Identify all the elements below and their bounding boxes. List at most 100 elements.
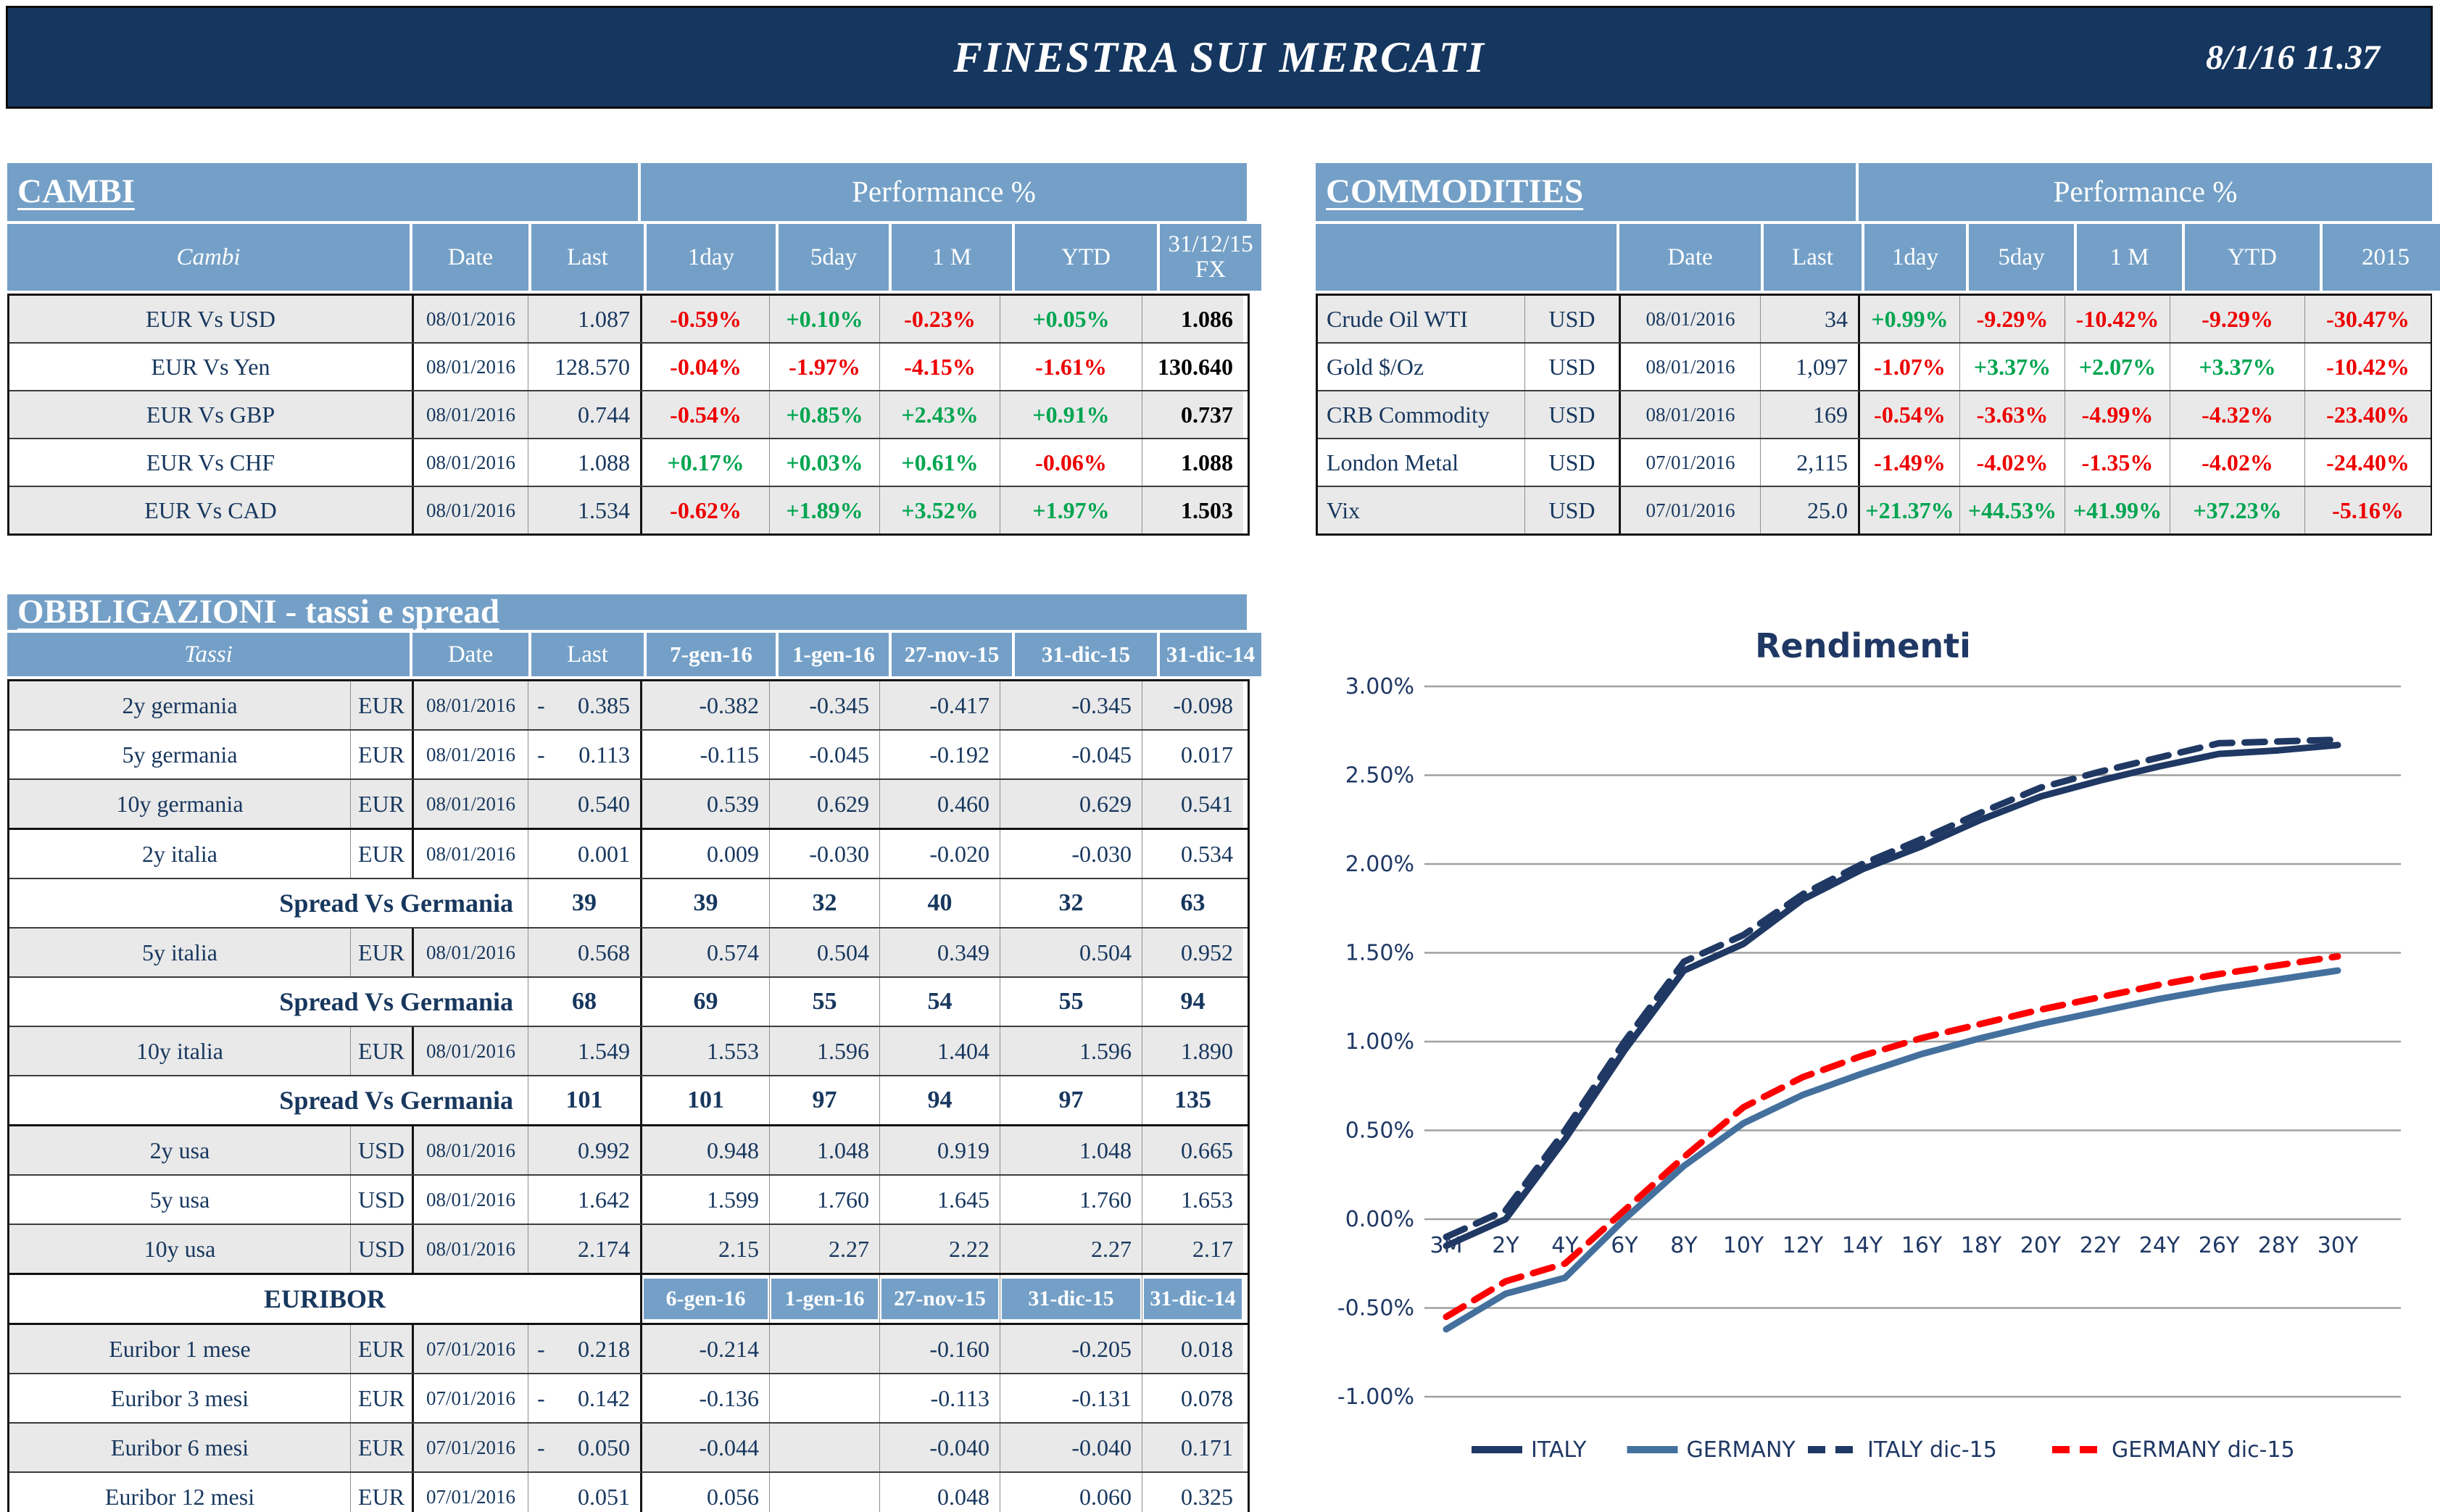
- commodity-last: 34: [1760, 296, 1858, 342]
- bond-val-3: -0.205: [1000, 1325, 1142, 1374]
- cambi-pair-name: EUR Vs CHF: [9, 439, 412, 486]
- cambi-pair-name: EUR Vs CAD: [9, 487, 412, 533]
- cambi-table: CAMBI Performance % Cambi Date Last 1day 5da…: [7, 163, 1261, 536]
- bond-name: 5y italia: [9, 929, 350, 977]
- commodity-date: 08/01/2016: [1619, 296, 1760, 342]
- bond-val-1: 0.629: [769, 780, 879, 828]
- bond-currency: EUR: [350, 780, 412, 828]
- cambi-col-header-3: 1day: [647, 224, 776, 291]
- spread-val-3: 97: [1000, 1076, 1142, 1125]
- bond-last: - 0.113: [528, 731, 640, 779]
- spread-row: Spread Vs Germania 101 101 97 94 97 135: [9, 1075, 1248, 1125]
- bond-val-2: 0.048: [879, 1473, 1000, 1512]
- series-line-germany: [1443, 967, 2341, 1333]
- bond-val-2: -0.020: [879, 830, 1000, 878]
- bond-val-4: 0.017: [1142, 731, 1243, 779]
- commodities-row: Vix USD 07/01/2016 25.0 +21.37% +44.53% +41.99…: [1318, 486, 2431, 533]
- bond-val-2: 0.460: [879, 780, 1000, 828]
- bond-currency: EUR: [350, 1424, 412, 1472]
- commodity-perf-1: -4.02%: [1959, 439, 2065, 486]
- spread-label: Spread Vs Germania: [9, 1076, 528, 1125]
- cambi-perf-3: +0.05%: [1000, 296, 1142, 342]
- cambi-fx: 1.503: [1142, 487, 1243, 533]
- bond-val-0: -0.382: [640, 681, 769, 730]
- cambi-perf-2: +0.61%: [879, 439, 1000, 486]
- commodity-perf-0: +21.37%: [1858, 487, 1959, 533]
- bond-val-1: [769, 1473, 879, 1512]
- legend-label: GERMANY dic-15: [2112, 1437, 2295, 1463]
- bond-val-0: 1.553: [640, 1027, 769, 1076]
- commodity-last: 169: [1760, 391, 1858, 438]
- bonds-col-header-last: Last: [531, 633, 644, 677]
- bond-last-value: 0.050: [578, 1434, 630, 1461]
- bond-name: 2y italia: [9, 830, 350, 878]
- bond-name: Euribor 1 mese: [9, 1325, 350, 1374]
- bond-val-2: 2.22: [879, 1225, 1000, 1274]
- cambi-perf-1: +1.89%: [769, 487, 879, 533]
- bond-last: 0.992: [528, 1126, 640, 1175]
- euribor-col-header-1: 1-gen-16: [769, 1275, 879, 1324]
- cambi-col-header-7: 31/12/15 FX: [1160, 224, 1261, 291]
- bond-last: - 0.142: [528, 1374, 640, 1423]
- bonds-col-header-4: 31-dic-14: [1160, 633, 1261, 677]
- cambi-perf-1: +0.10%: [769, 296, 879, 342]
- commodity-perf-2: -1.35%: [2065, 439, 2170, 486]
- bond-date: 08/01/2016: [412, 780, 528, 828]
- cambi-row: EUR Vs CHF 08/01/2016 1.088 +0.17% +0.03% +0.…: [9, 438, 1248, 486]
- bond-last-value: 1.549: [578, 1037, 630, 1064]
- commodity-date: 08/01/2016: [1619, 344, 1760, 390]
- bond-last-sign: -: [537, 1434, 545, 1461]
- commodities-col-header-7: 2015: [2323, 224, 2440, 291]
- commodity-perf-3: -9.29%: [2170, 296, 2304, 342]
- commodity-name: Gold $/Oz: [1318, 344, 1524, 390]
- bond-date: 07/01/2016: [412, 1473, 528, 1512]
- bond-name: 10y usa: [9, 1225, 350, 1274]
- spread-val-2: 94: [879, 1076, 1000, 1125]
- spread-val-2: 40: [879, 879, 1000, 928]
- euribor-col-header-text: 6-gen-16: [644, 1279, 768, 1320]
- bond-val-3: 1.760: [1000, 1176, 1142, 1224]
- bond-date: 08/01/2016: [412, 1027, 528, 1076]
- commodity-perf-1: -3.63%: [1959, 391, 2065, 438]
- top-banner: FINESTRA SUI MERCATI 8/1/16 11.37: [6, 6, 2433, 109]
- cambi-date: 08/01/2016: [412, 391, 528, 438]
- commodity-perf-2: +2.07%: [2065, 344, 2170, 390]
- spread-val-0: 39: [640, 879, 769, 928]
- bonds-col-header-tassi: Tassi: [7, 633, 410, 677]
- commodity-perf-3: +37.23%: [2170, 487, 2304, 533]
- obbligazioni-section-row: OBBLIGAZIONI - tassi e spread: [7, 594, 1250, 631]
- commodity-perf-0: -1.49%: [1858, 439, 1959, 486]
- bond-val-4: 0.534: [1142, 830, 1243, 878]
- bond-date: 08/01/2016: [412, 830, 528, 878]
- bond-last-value: 0.142: [578, 1384, 630, 1411]
- euribor-col-header-text: 31-dic-14: [1144, 1279, 1242, 1320]
- bond-val-0: 0.948: [640, 1126, 769, 1175]
- bond-last: - 0.218: [528, 1325, 640, 1374]
- y-axis-label: 0.00%: [1345, 1207, 1414, 1232]
- bond-last: 1.642: [528, 1176, 640, 1224]
- legend-label: ITALY: [1531, 1437, 1587, 1463]
- commodities-col-header-1: Date: [1619, 224, 1761, 291]
- bond-date: 08/01/2016: [412, 731, 528, 779]
- bond-currency: EUR: [350, 830, 412, 878]
- cambi-fx: 0.737: [1142, 391, 1243, 438]
- cambi-perf-1: -1.97%: [769, 344, 879, 390]
- x-axis-label: 22Y: [2080, 1233, 2121, 1258]
- bond-name: Euribor 3 mesi: [9, 1374, 350, 1423]
- bond-row: 2y usa USD 08/01/2016 0.992 0.948 1.048 0.919 1…: [9, 1124, 1248, 1175]
- spread-val-1: 32: [769, 879, 879, 928]
- x-axis-label: 20Y: [2020, 1233, 2062, 1258]
- cambi-data-rows: EUR Vs USD 08/01/2016 1.087 -0.59% +0.10% -0.…: [7, 294, 1250, 536]
- bond-currency: USD: [350, 1126, 412, 1175]
- bond-val-2: 0.349: [879, 929, 1000, 977]
- obbligazioni-section-title: OBBLIGAZIONI - tassi e spread: [7, 594, 1247, 631]
- commodity-perf-1: +44.53%: [1959, 487, 2065, 533]
- cambi-perf-2: +3.52%: [879, 487, 1000, 533]
- commodities-title-text: COMMODITIES: [1326, 173, 1584, 211]
- bond-val-0: 0.056: [640, 1473, 769, 1512]
- bond-last-sign: -: [537, 1335, 545, 1362]
- bond-val-1: -0.345: [769, 681, 879, 730]
- obbligazioni-table: OBBLIGAZIONI - tassi e spread Tassi Date L…: [7, 594, 1261, 1512]
- x-axis-label: 8Y: [1670, 1233, 1698, 1258]
